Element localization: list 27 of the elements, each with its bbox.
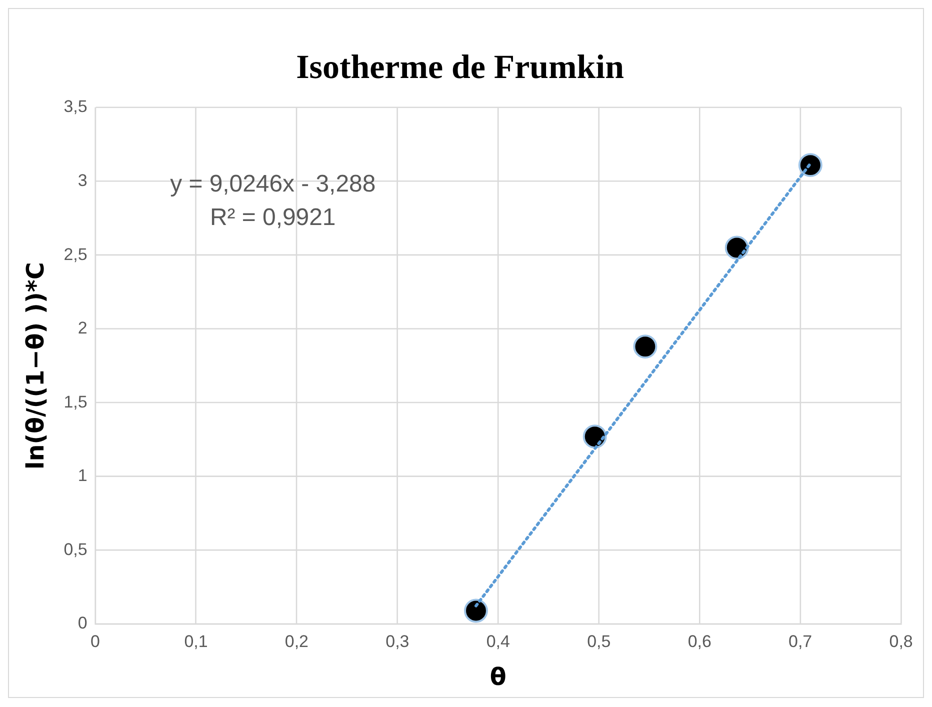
x-tick-label: 0,1 xyxy=(184,632,208,651)
x-tick-label: 0,5 xyxy=(587,632,611,651)
point xyxy=(798,153,822,178)
y-tick-label: 0 xyxy=(78,614,88,633)
y-tick-label: 0,5 xyxy=(64,540,88,559)
x-tick-label: 0 xyxy=(90,632,100,651)
x-axis-title: θ xyxy=(490,662,506,691)
point xyxy=(464,598,488,623)
x-tick-label: 0,6 xyxy=(688,632,712,651)
x-tick-label: 0,7 xyxy=(788,632,812,651)
annotation: y = 9,0246x - 3,288 xyxy=(170,170,376,198)
y-tick-label: 2 xyxy=(78,318,88,338)
point xyxy=(724,236,749,260)
point xyxy=(582,424,607,449)
y-tick-label: 3 xyxy=(78,170,88,190)
x-tick-label: 0,3 xyxy=(386,632,410,651)
y-tick-label: 1,5 xyxy=(64,392,88,412)
point xyxy=(633,334,658,359)
x-tick-label: 0,2 xyxy=(284,632,308,651)
annotation: R² = 0,9921 xyxy=(210,204,336,232)
x-tick-label: 0,8 xyxy=(889,632,913,651)
y-tick-label: 2,5 xyxy=(64,244,88,264)
y-tick-label: 3,5 xyxy=(64,97,88,116)
y-tick-label: 1 xyxy=(78,466,88,486)
y-axis-title: ln(θ/((1−θ) ))*C xyxy=(22,262,50,470)
x-tick-label: 0,4 xyxy=(486,632,510,651)
chart-title: Isotherme de Frumkin xyxy=(296,48,624,86)
